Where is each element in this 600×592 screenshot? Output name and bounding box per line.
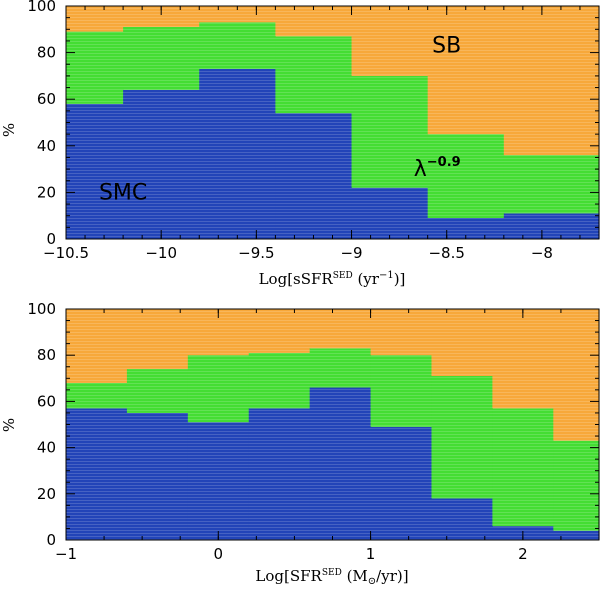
bottom-bar-smc-bin-8-texture [553,530,600,540]
top-panel-bars [66,6,600,239]
top-bar-sb-bin-1-texture [123,6,200,27]
bottom-panel-ticks [65,308,600,541]
top-xtick-label: −9.5 [238,244,274,262]
top-bar-09-bin-3-texture [275,36,353,114]
top-ytick-label: 100 [27,0,56,15]
top-bar-smc-bin-1-texture [123,89,200,239]
bottom-bar-smc-bin-5-texture [370,426,433,540]
bottom-bar-09-bin-0-texture [66,382,128,409]
top-xtick-label: −10.5 [43,244,89,262]
top-panel-tick-labels: −10.5 −10 −9.5 −9 −8.5 −8 0 20 40 60 80 100 [27,0,553,262]
bottom-xtick-label: −1 [55,545,77,563]
bottom-ytick-label: 20 [37,485,56,503]
bottom-ytick-label: 0 [46,531,56,549]
bottom-bar-smc-bin-2-texture [187,422,250,540]
top-bar-09-bin-1-texture [123,26,200,90]
annotation-lambda-exponent: −0.9 [427,155,461,170]
top-xlabel-main: Log[sSFR [259,270,334,288]
bottom-bar-smc-bin-3-texture [248,408,311,540]
top-bar-smc-bin-4-texture [351,187,429,239]
bottom-xlabel-main: Log[SFR [255,567,322,585]
bottom-bar-09-bin-6-texture [431,375,493,499]
top-bar-09-bin-2-texture [199,22,276,69]
top-panel-ylabel: % [0,123,18,137]
top-bar-smc-bin-0-texture [66,103,124,239]
top-ytick-label: 60 [37,90,56,108]
top-ytick-label: 20 [37,183,56,201]
bottom-panel-ylabel: % [0,418,18,432]
top-panel-annotations: SB λ−0.9 SMC [99,34,461,206]
top-xtick-label: −8.5 [428,244,464,262]
bottom-xtick-label: 2 [518,545,528,563]
top-bar-09-bin-6-texture [503,155,600,214]
bottom-xlabel-close: /yr)] [376,567,408,585]
top-bar-09-bin-0-texture [66,31,124,104]
bottom-bar-09-bin-3-texture [248,352,311,409]
bottom-xlabel-units: (M [342,567,368,585]
bottom-bar-smc-bin-4-texture [309,387,372,540]
bottom-panel-bars [66,309,600,540]
top-xlabel-close: )] [394,270,406,288]
bottom-xtick-label: 1 [366,545,376,563]
top-ytick-label: 80 [37,44,56,62]
bottom-bar-smc-bin-0-texture [66,408,128,540]
bottom-bar-09-bin-2-texture [187,355,250,423]
bottom-xlabel-sup: SED [322,568,342,578]
top-xlabel-units-sup: −1 [379,270,394,281]
bottom-ytick-label: 100 [27,300,56,318]
bottom-bar-sb-bin-3-texture [248,309,311,353]
bottom-bar-sb-bin-5-texture [370,309,433,356]
annotation-lambda-base: λ [414,157,427,182]
top-panel: −10.5 −10 −9.5 −9 −8.5 −8 0 20 40 60 80 100 SB λ−0.… [0,0,600,288]
bottom-panel-xlabel: Log[SFRSED (M⊙/yr)] [255,567,408,587]
bottom-bar-sb-bin-8-texture [553,309,600,441]
bottom-ytick-label: 40 [37,439,56,457]
top-panel-xlabel: Log[sSFRSED (yr−1)] [259,270,406,288]
top-xlabel-sup: SED [333,271,353,281]
bottom-bar-sb-bin-4-texture [309,309,372,349]
top-bar-smc-bin-6-texture [503,213,600,239]
top-bar-sb-bin-5-texture [427,6,505,135]
bottom-xlabel-units-sub: ⊙ [368,576,376,587]
bottom-bar-sb-bin-6-texture [431,309,493,376]
bottom-bar-smc-bin-1-texture [126,412,189,540]
bottom-bar-09-bin-1-texture [126,369,189,413]
bottom-bar-09-bin-5-texture [370,355,433,427]
annotation-smc: SMC [99,180,147,205]
bottom-ytick-label: 60 [37,392,56,410]
top-ytick-label: 40 [37,137,56,155]
bottom-bar-09-bin-8-texture [553,440,600,531]
top-panel-ticks [65,5,600,240]
top-bar-sb-bin-3-texture [275,6,353,37]
top-bar-sb-bin-0-texture [66,6,124,32]
top-ytick-label: 0 [46,230,56,248]
top-bar-sb-bin-6-texture [503,6,600,156]
top-xlabel-units: (yr [353,270,380,288]
annotation-sb: SB [432,34,461,59]
top-xtick-label: −8 [531,244,553,262]
bottom-xtick-label: 0 [214,545,224,563]
top-bar-09-bin-5-texture [427,134,505,219]
top-bar-smc-bin-2-texture [199,68,276,239]
bottom-bar-sb-bin-1-texture [126,309,189,370]
bottom-bar-09-bin-4-texture [309,348,372,388]
top-bar-sb-bin-4-texture [351,6,429,76]
bottom-bar-sb-bin-7-texture [492,309,554,409]
bottom-bar-09-bin-7-texture [492,408,554,527]
annotation-lambda: λ−0.9 [414,155,461,182]
bottom-ytick-label: 80 [37,346,56,364]
top-bar-smc-bin-3-texture [275,113,353,239]
top-bar-09-bin-4-texture [351,75,429,188]
bottom-bar-smc-bin-6-texture [431,498,493,540]
top-xtick-label: −10 [145,244,177,262]
bottom-bar-sb-bin-0-texture [66,309,128,383]
top-xtick-label: −9 [340,244,362,262]
